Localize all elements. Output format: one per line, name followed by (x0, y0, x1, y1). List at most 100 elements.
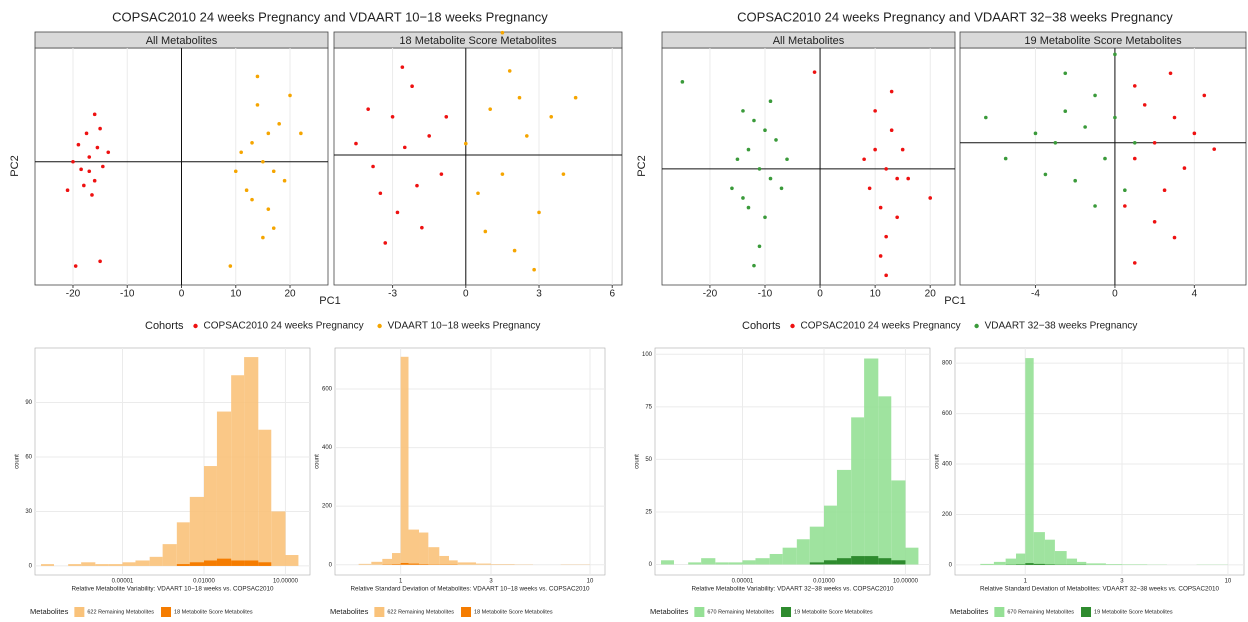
bar (419, 564, 429, 565)
point (288, 93, 292, 98)
point (354, 141, 358, 146)
x-tick-label: 4 (1192, 289, 1198, 300)
point (730, 186, 734, 191)
legend-label: 622 Remaining Metabolites (87, 609, 154, 615)
bar (1044, 539, 1055, 565)
bar (68, 564, 82, 566)
x-tick-label: -10 (758, 289, 773, 300)
x-tick-label: 0.01000 (193, 579, 215, 585)
bar (189, 496, 204, 566)
legend-marker (377, 323, 382, 329)
point (1152, 141, 1157, 145)
x-axis-label: PC1 (319, 295, 340, 307)
bar (81, 562, 96, 566)
bar (836, 469, 852, 565)
x-tick-label: 0.00001 (112, 579, 134, 585)
bar (891, 480, 906, 565)
point (1182, 166, 1187, 170)
bar (851, 556, 865, 565)
y-tick-label: 50 (645, 457, 652, 463)
bar (742, 560, 756, 565)
x-tick-label: 10 (587, 579, 594, 585)
bar (419, 532, 429, 565)
bar (755, 558, 770, 565)
strip-title: 19 Metabolite Score Metabolites (1024, 35, 1182, 47)
point (779, 186, 784, 191)
bar (1054, 551, 1067, 565)
point (1073, 178, 1077, 183)
legend-label: 670 Remaining Metabolites (1007, 609, 1074, 615)
bar (271, 511, 286, 566)
y-tick-label: 0 (649, 562, 653, 568)
legend-label: 18 Metabolite Score Metabolites (474, 609, 553, 615)
point (884, 273, 888, 278)
legend-title: Cohorts (145, 320, 184, 332)
point (768, 176, 773, 181)
point (255, 103, 260, 107)
point (1043, 172, 1048, 177)
point (488, 107, 493, 111)
bar (1016, 564, 1026, 565)
bar (796, 539, 810, 565)
x-axis-label: Relative Metabolite Variability: VDAART … (71, 586, 274, 593)
x-tick-label: 10.00000 (893, 579, 919, 585)
bar (491, 564, 515, 565)
bar (95, 564, 109, 566)
x-tick-label: 0 (463, 289, 469, 300)
point (862, 157, 866, 162)
point (1003, 156, 1008, 161)
x-tick-label: 10.00000 (273, 579, 299, 585)
legend-swatch (994, 607, 1005, 617)
x-tick-label: 0 (817, 289, 823, 300)
point (928, 196, 933, 200)
legend-label: 622 Remaining Metabolites (387, 609, 454, 615)
point (483, 229, 488, 234)
bar (258, 429, 272, 566)
legend-marker (193, 323, 198, 329)
point (65, 188, 70, 192)
point (1132, 156, 1137, 161)
figure-title: COPSAC2010 24 weeks Pregnancy and VDAART… (112, 9, 548, 24)
bar (371, 561, 383, 565)
bar (41, 564, 54, 566)
legend-title: Metabolites (330, 607, 369, 616)
x-axis-label: PC1 (944, 295, 965, 307)
x-tick-label: 1 (399, 579, 403, 585)
y-tick-label: 800 (942, 361, 953, 367)
x-tick-label: 3 (489, 579, 493, 585)
legend-title: Metabolites (650, 607, 689, 616)
point (1162, 188, 1167, 192)
bar (1086, 563, 1106, 565)
point (371, 164, 375, 169)
y-tick-label: 600 (942, 411, 953, 417)
legend-swatch (374, 607, 385, 617)
point (1132, 261, 1137, 265)
bar (408, 563, 420, 565)
x-tick-label: 10 (230, 289, 242, 300)
point (73, 264, 78, 268)
y-tick-label: 30 (25, 509, 32, 515)
x-tick-label: -20 (66, 289, 81, 300)
point (763, 128, 767, 133)
point (98, 259, 102, 264)
bar (149, 556, 163, 566)
point (1083, 125, 1087, 129)
point (741, 109, 745, 113)
y-tick-label: 200 (322, 504, 333, 510)
legend-label: COPSAC2010 24 weeks Pregnancy (204, 321, 364, 332)
point (1168, 71, 1173, 76)
point (383, 241, 388, 245)
point (1033, 131, 1038, 136)
point (271, 169, 276, 174)
point (1113, 115, 1117, 120)
y-tick-label: 400 (942, 462, 953, 468)
bar (728, 562, 743, 565)
point (774, 138, 778, 142)
point (420, 225, 424, 230)
point (512, 248, 517, 253)
bar (216, 411, 232, 566)
point (84, 131, 89, 136)
bar (408, 529, 420, 565)
point (1172, 115, 1177, 120)
